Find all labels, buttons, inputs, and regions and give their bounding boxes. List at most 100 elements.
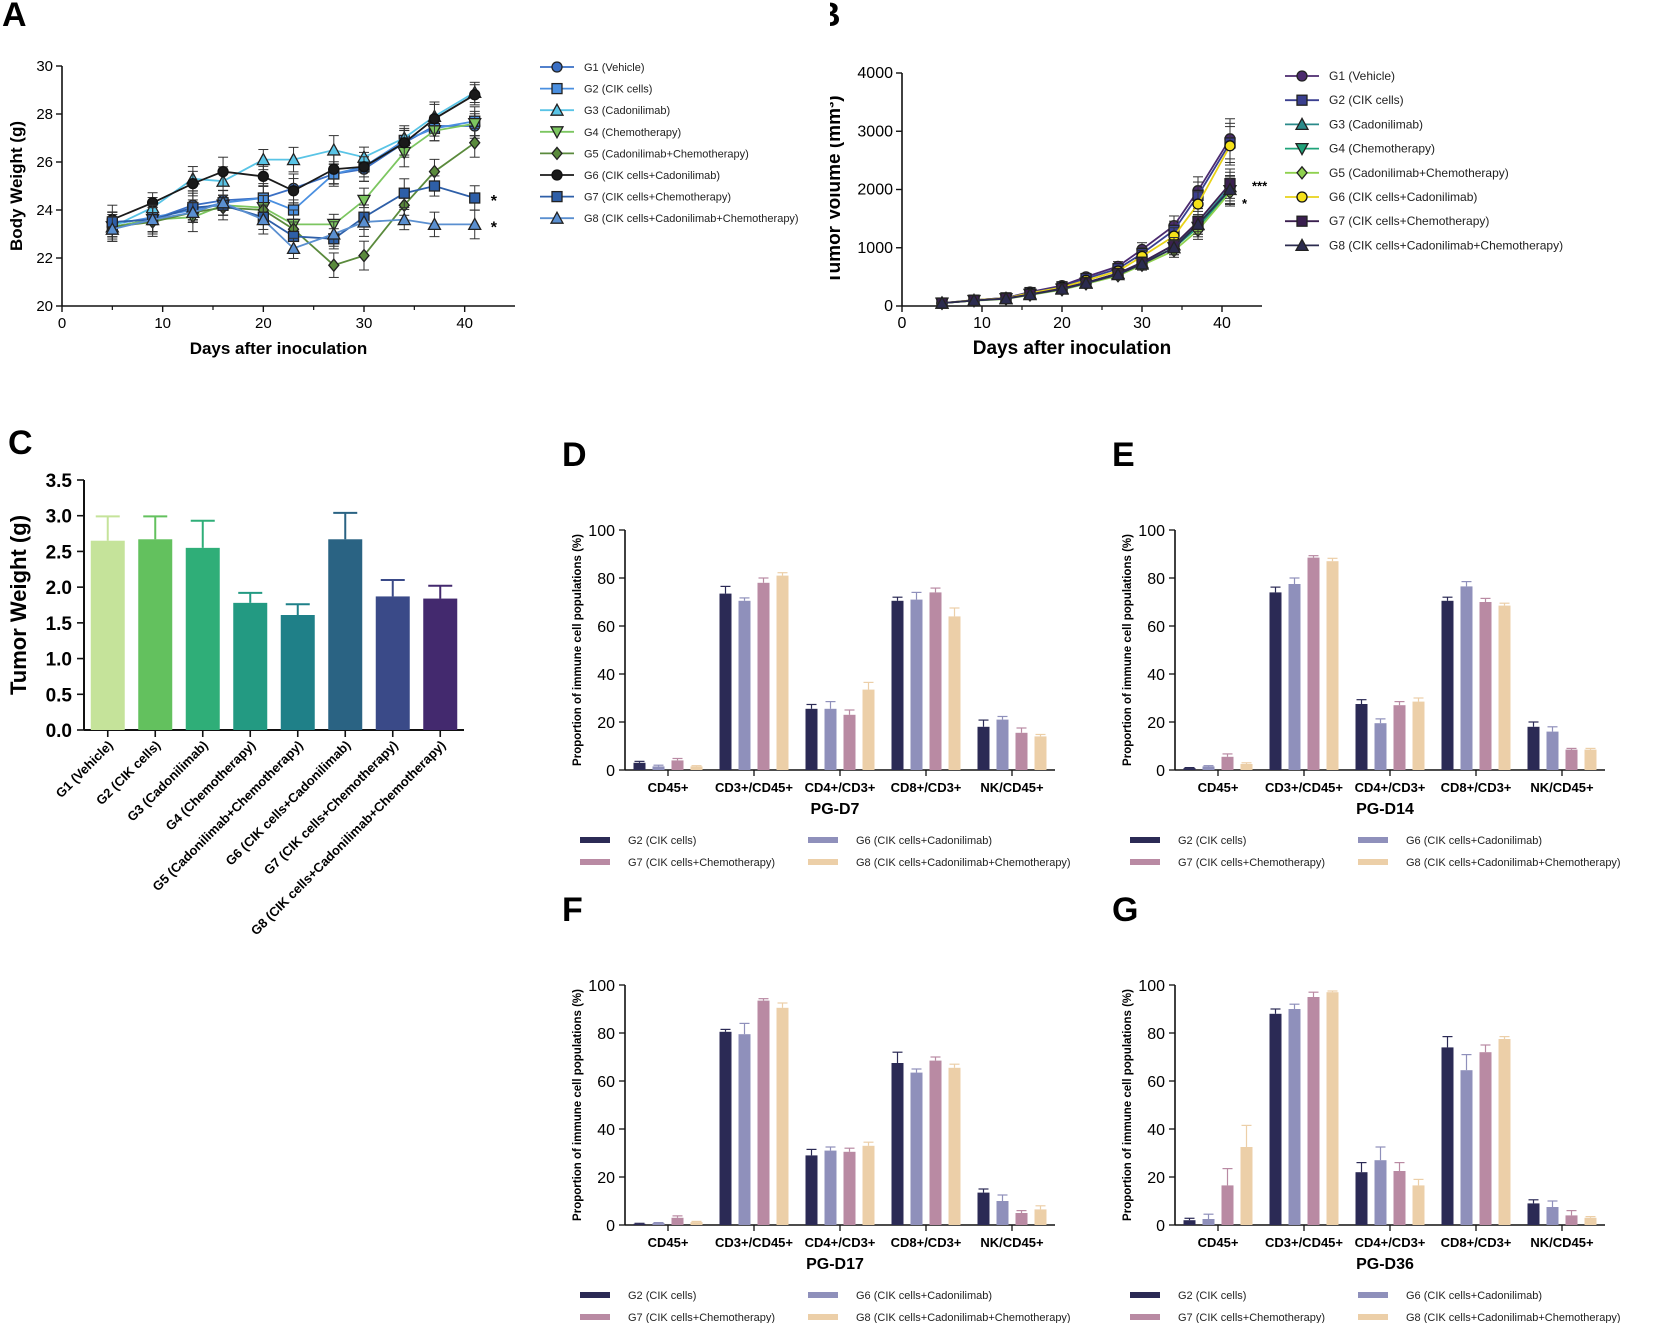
bar (1527, 726, 1540, 770)
data-point (998, 291, 1014, 305)
y-tick-label: 26 (36, 154, 53, 171)
panel-letter: E (1112, 436, 1135, 474)
bar (1183, 768, 1196, 770)
bar (1584, 1217, 1597, 1225)
data-point (398, 137, 410, 149)
significance-mark: * (491, 193, 498, 210)
bar (977, 1192, 990, 1225)
bar (690, 766, 703, 770)
x-tick-label: 0 (58, 315, 66, 332)
data-point (469, 89, 481, 101)
legend-marker (549, 102, 565, 116)
x-tick-label: 0 (898, 315, 907, 332)
x-tick-label: CD45+ (1198, 780, 1239, 795)
bar (1034, 1209, 1047, 1225)
bar (1034, 736, 1047, 770)
bar (929, 1060, 942, 1225)
y-tick-label: 100 (1138, 523, 1165, 540)
y-axis-title: Proportion of immune cell populations (%… (572, 989, 584, 1221)
legend-marker (551, 190, 563, 203)
legend-label: G2 (CIK cells) (1329, 93, 1404, 107)
bar (671, 1217, 684, 1225)
legend-swatch (1358, 859, 1388, 865)
legend-label: G2 (CIK cells) (628, 835, 696, 847)
legend-swatch (580, 837, 610, 843)
panel-letter: F (562, 891, 583, 929)
panel-f: F 0 20 40 60 80 100 Proportion of immune cell p… (560, 885, 1105, 1324)
panel-f-svg: F 0 20 40 60 80 100 Proportion of immune cell p… (562, 891, 1071, 1324)
bar (738, 600, 751, 770)
bar (1288, 1009, 1301, 1225)
bar (375, 596, 410, 730)
y-tick-label: 80 (597, 571, 615, 588)
data-point (1054, 281, 1070, 295)
data-point (398, 187, 410, 199)
significance-mark: * (491, 219, 498, 236)
legend-swatch (1358, 1314, 1388, 1320)
legend-marker (1294, 238, 1310, 252)
panel-b: B 0 1000 2000 3000 4000 0 10 20 30 40 Days after in… (816, 0, 1654, 390)
data-point (1022, 287, 1038, 301)
panel-d: D 0 20 40 60 80 100 Proportion of immune cell p… (560, 430, 1100, 870)
series-5 (936, 178, 1236, 311)
bar (1355, 1172, 1368, 1225)
y-tick-label: 100 (588, 978, 615, 995)
panel-c-svg: C 0.0 0.5 1.0 1.5 2.0 2.5 3.0 3.5 Tumor Weight (g… (6, 424, 464, 938)
legend-swatch (808, 859, 838, 865)
y-tick-label: 3.5 (46, 471, 73, 492)
data-point (469, 192, 481, 204)
x-tick-label: CD45+ (648, 780, 689, 795)
y-tick-label: 0.5 (46, 685, 73, 706)
legend-label: G1 (Vehicle) (1329, 69, 1395, 83)
bar (824, 708, 837, 770)
bar (671, 760, 684, 770)
bar (910, 1072, 923, 1225)
legend-swatch (580, 1314, 610, 1320)
x-tick-label: CD8+/CD3+ (1441, 1235, 1512, 1250)
x-tick-label: 30 (1133, 315, 1151, 332)
bar (1393, 705, 1406, 770)
legend-swatch (808, 1292, 838, 1298)
y-tick-label: 0 (606, 763, 615, 780)
y-tick-label: 2000 (857, 182, 893, 199)
bar (1288, 584, 1301, 770)
x-tick-label: 20 (255, 315, 272, 332)
data-point (1110, 267, 1126, 281)
legend-label: G1 (Vehicle) (584, 62, 645, 74)
y-tick-label: 0 (884, 298, 893, 315)
legend-swatch (580, 859, 610, 865)
legend-label: G8 (CIK cells+Cadonilimab+Chemotherapy) (856, 857, 1071, 869)
bar (1221, 1185, 1234, 1225)
bar (862, 1145, 875, 1225)
panel-letter: B (830, 0, 841, 34)
legend-label: G7 (CIK cells+Chemotherapy) (1178, 1312, 1325, 1323)
legend-label: G8 (CIK cells+Cadonilimab+Chemotherapy) (1329, 238, 1563, 252)
bar (1441, 600, 1454, 770)
bar (90, 540, 125, 730)
y-tick-label: 2.5 (46, 542, 73, 563)
bar (891, 600, 904, 770)
y-tick-label: 0.0 (46, 721, 72, 742)
x-tick-label: NK/CD45+ (980, 1235, 1044, 1250)
y-axis-title: Proportion of immune cell populations (%… (1122, 534, 1134, 766)
bar (1546, 731, 1559, 770)
legend-marker (551, 146, 563, 161)
bar (805, 1155, 818, 1225)
bar (738, 1034, 751, 1225)
legend-marker (1296, 70, 1308, 82)
legend-swatch (808, 837, 838, 843)
x-tick-label: 30 (356, 315, 373, 332)
panel-a-svg: A 20 22 24 26 28 30 0 10 20 30 40 Days after inocula… (2, 0, 799, 358)
legend-swatch (1130, 859, 1160, 865)
x-tick-label: CD4+/CD3+ (1355, 780, 1426, 795)
bar (996, 719, 1009, 770)
legend-swatch (1130, 1314, 1160, 1320)
legend-label: G6 (CIK cells+Cadonilimab) (1406, 1290, 1542, 1302)
y-tick-label: 20 (36, 298, 53, 315)
legend-marker (549, 210, 565, 224)
data-point (966, 293, 982, 307)
bar (1498, 605, 1511, 770)
panel-b-svg: B 0 1000 2000 3000 4000 0 10 20 30 40 Days after in… (816, 0, 1563, 359)
series-8 (105, 190, 482, 259)
bar (1355, 704, 1368, 770)
